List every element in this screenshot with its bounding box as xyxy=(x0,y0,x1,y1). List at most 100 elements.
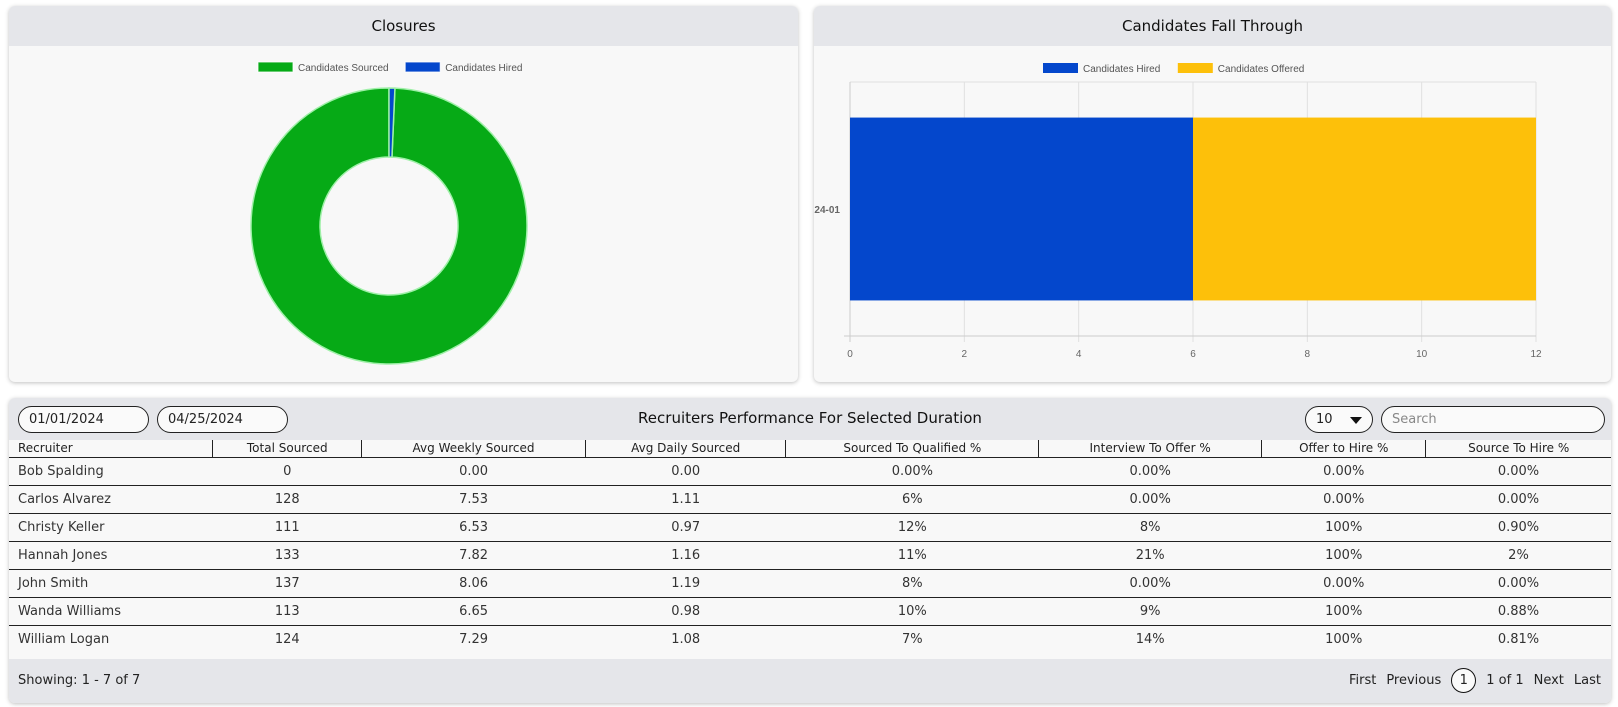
table-cell: 1.19 xyxy=(585,569,786,598)
bar-segment[interactable] xyxy=(850,117,1193,301)
donut-slice[interactable] xyxy=(388,87,396,158)
recruiter-name-cell: Carlos Alvarez xyxy=(9,485,213,514)
recruiter-name-cell: John Smith xyxy=(9,569,213,598)
performance-card: 01/01/2024 04/25/2024 Recruiters Perform… xyxy=(9,398,1611,703)
table-cell: 128 xyxy=(212,485,362,514)
table-cell: 7% xyxy=(902,631,923,647)
recruiter-name-cell: Hannah Jones xyxy=(9,541,213,570)
table-cell: 2% xyxy=(1425,541,1611,570)
table-cell: 12% xyxy=(785,513,1039,542)
table-cell: 113 xyxy=(212,597,362,626)
table-row: John Smith 137 8.06 1.19 8% 0.00% 0.00% 0.00% xyxy=(9,569,1611,598)
next-page-link[interactable]: Next xyxy=(1533,673,1564,688)
x-tick-label: 12 xyxy=(1530,349,1542,360)
column-header[interactable]: Recruiter xyxy=(9,440,213,458)
closures-title: Closures xyxy=(9,6,798,46)
table-cell: 8.06 xyxy=(361,569,586,598)
table-cell: 0.00% xyxy=(1425,485,1611,514)
table-cell: 9% xyxy=(1038,597,1262,626)
x-tick-label: 10 xyxy=(1416,349,1428,360)
table-cell: 133 xyxy=(212,541,362,570)
table-row: Christy Keller 111 6.53 0.97 12% 8% 100% 0.90% xyxy=(9,513,1611,542)
last-page-link[interactable]: Last xyxy=(1573,673,1601,688)
table-cell: 6.65 xyxy=(361,597,586,626)
table-cell: 0.90% xyxy=(1425,513,1611,542)
first-page-link[interactable]: First xyxy=(1348,673,1377,688)
table-cell: 0.98 xyxy=(585,597,786,626)
table-cell: 0 xyxy=(212,457,362,486)
table-cell: 124 xyxy=(274,631,300,647)
legend-label[interactable]: Candidates Hired xyxy=(1083,64,1160,75)
legend-label[interactable]: Candidates Hired xyxy=(445,63,522,74)
table-cell: 0.97 xyxy=(585,513,786,542)
legend-swatch[interactable] xyxy=(1043,63,1078,73)
table-cell: 8% xyxy=(1038,513,1262,542)
table-cell: 0.00% xyxy=(1038,569,1262,598)
table-cell: 0.00% xyxy=(1261,457,1426,486)
table-header-row: Recruiter Total Sourced Avg Weekly Sourced… xyxy=(9,440,1611,458)
column-header[interactable]: Sourced To Qualified % xyxy=(785,440,1039,458)
table-cell: 21% xyxy=(1038,541,1262,570)
table-cell: 137 xyxy=(212,569,362,598)
legend-swatch[interactable] xyxy=(257,61,294,73)
table-cell: 0.00% xyxy=(1261,485,1426,514)
x-tick-label: 6 xyxy=(1190,349,1196,360)
table-cell: 0.00% xyxy=(785,457,1039,486)
column-header[interactable]: Source To Hire % xyxy=(1425,440,1611,458)
column-header[interactable]: Total Sourced xyxy=(212,440,362,458)
table-cell: 14% xyxy=(1135,631,1165,647)
legend-swatch[interactable] xyxy=(404,61,441,73)
x-tick-label: 2 xyxy=(962,349,968,360)
previous-page-link[interactable]: Previous xyxy=(1386,673,1442,688)
column-header[interactable]: Offer to Hire % xyxy=(1260,440,1426,458)
fallthrough-title: Candidates Fall Through xyxy=(814,6,1611,46)
column-header[interactable]: Avg Daily Sourced xyxy=(584,440,786,458)
table-row: Carlos Alvarez 128 7.53 1.11 6% 0.00% 0.00% 0.0… xyxy=(9,485,1611,514)
table-cell: 6.53 xyxy=(361,513,586,542)
table-row: Bob Spalding 0 0.00 0.00 0.00% 0.00% 0.00% 0.00… xyxy=(9,457,1611,486)
y-tick-label: 2024-01 xyxy=(814,205,840,216)
table-cell: 7.82 xyxy=(361,541,586,570)
x-tick-label: 4 xyxy=(1076,349,1082,360)
column-header[interactable]: Avg Weekly Sourced xyxy=(361,440,586,458)
table-cell: 0.88% xyxy=(1425,597,1611,626)
fallthrough-card: Candidates Fall Through Candidates Hired… xyxy=(814,6,1611,382)
current-page-button[interactable]: 1 xyxy=(1451,668,1477,693)
legend-swatch[interactable] xyxy=(1177,63,1213,73)
table-cell: 100% xyxy=(1261,513,1426,542)
page-size-select[interactable]: 10 xyxy=(1305,406,1373,433)
legend-label[interactable]: Candidates Sourced xyxy=(298,63,389,74)
table-cell: 111 xyxy=(212,513,362,542)
table-cell: 0.00% xyxy=(1038,485,1262,514)
table-cell: 100% xyxy=(1261,541,1426,570)
x-tick-label: 8 xyxy=(1305,349,1311,360)
bar-segment[interactable] xyxy=(1193,117,1536,301)
performance-toolbar: 01/01/2024 04/25/2024 Recruiters Perform… xyxy=(9,398,1611,440)
showing-count: Showing: 1 - 7 of 7 xyxy=(18,673,141,688)
table-cell: 0.00% xyxy=(1261,569,1426,598)
x-tick-label: 0 xyxy=(847,349,853,360)
pagination: First Previous 1 1 of 1 Next Last xyxy=(1349,668,1601,693)
table-cell: 1.16 xyxy=(585,541,786,570)
table-cell: 100% xyxy=(1325,631,1363,647)
table-cell: 0.00 xyxy=(585,457,786,486)
column-header[interactable]: Interview To Offer % xyxy=(1038,440,1262,458)
legend-label[interactable]: Candidates Offered xyxy=(1218,64,1305,75)
recruiter-name-cell: Wanda Williams xyxy=(9,597,213,626)
closures-card: Closures Candidates Sourced Candidates Hi… xyxy=(9,6,798,382)
table-cell: 1.08 xyxy=(671,631,701,647)
table-cell: 0.00% xyxy=(1425,457,1611,486)
donut-slice[interactable] xyxy=(250,87,528,365)
table-cell: 100% xyxy=(1261,597,1426,626)
table-row: Wanda Williams 113 6.65 0.98 10% 9% 100% 0.88% xyxy=(9,597,1611,626)
closures-donut-chart: Candidates Sourced Candidates Hired xyxy=(250,61,528,365)
end-date-input[interactable]: 04/25/2024 xyxy=(157,406,288,433)
chevron-down-icon xyxy=(1350,417,1362,424)
search-input[interactable]: Search xyxy=(1381,406,1605,433)
table-cell: 10% xyxy=(785,597,1039,626)
page-of-label: 1 of 1 xyxy=(1486,673,1524,688)
page-size-value: 10 xyxy=(1316,412,1333,427)
table-cell: 6% xyxy=(785,485,1039,514)
table-cell: 8% xyxy=(785,569,1039,598)
start-date-input[interactable]: 01/01/2024 xyxy=(18,406,149,433)
